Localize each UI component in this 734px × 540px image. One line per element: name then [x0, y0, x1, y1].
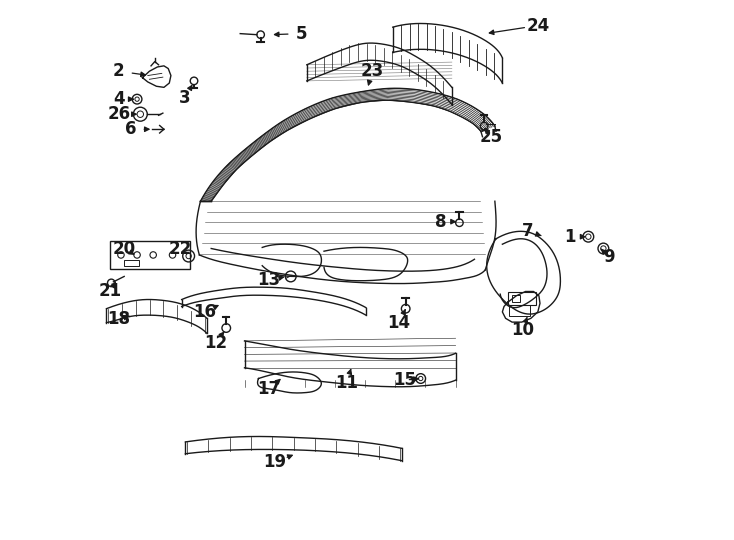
Text: 25: 25: [480, 128, 504, 146]
Text: 20: 20: [112, 240, 136, 258]
Text: 19: 19: [263, 453, 286, 471]
Text: 18: 18: [107, 310, 131, 328]
Text: 21: 21: [98, 282, 122, 300]
Text: 7: 7: [523, 222, 534, 240]
Text: 22: 22: [168, 240, 192, 258]
Text: 9: 9: [603, 247, 614, 266]
Text: 2: 2: [113, 62, 125, 80]
Text: 26: 26: [107, 105, 131, 123]
Text: 17: 17: [258, 380, 281, 399]
Text: 3: 3: [178, 89, 190, 107]
Text: 6: 6: [125, 120, 137, 138]
Text: 4: 4: [113, 90, 125, 108]
Text: 14: 14: [388, 314, 411, 332]
Text: 1: 1: [564, 228, 575, 246]
Text: 5: 5: [296, 25, 308, 43]
Text: 11: 11: [335, 374, 358, 392]
Text: 8: 8: [435, 213, 447, 231]
Text: 10: 10: [512, 321, 534, 339]
Text: 13: 13: [258, 271, 281, 289]
Text: 23: 23: [360, 62, 384, 80]
Text: 12: 12: [204, 334, 227, 352]
Text: 24: 24: [526, 17, 550, 35]
Text: 15: 15: [393, 371, 416, 389]
Text: 16: 16: [193, 303, 217, 321]
